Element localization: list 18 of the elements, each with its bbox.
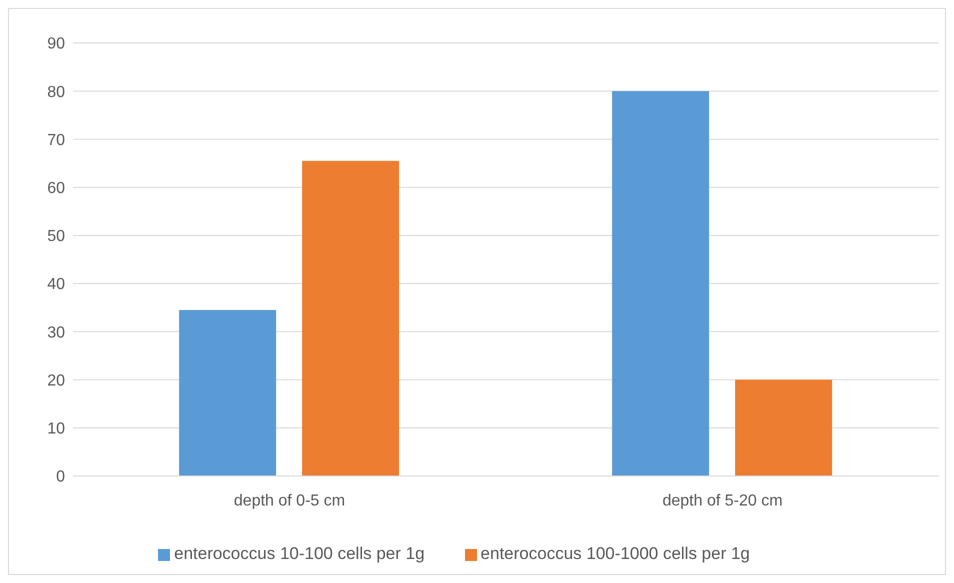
bar (179, 310, 276, 476)
x-tick-label: depth of 5-20 cm (662, 492, 783, 510)
bar (735, 380, 832, 476)
bar (612, 91, 710, 476)
y-tick-label: 20 (47, 372, 66, 390)
bar (302, 160, 400, 476)
legend-label: enterococcus 10-100 cells per 1g (174, 544, 425, 563)
y-tick-label: 10 (47, 420, 66, 438)
y-tick-label: 40 (47, 276, 66, 294)
y-tick-label: 0 (56, 468, 66, 486)
legend-label: enterococcus 100-1000 cells per 1g (480, 544, 750, 563)
y-tick-label: 90 (47, 36, 66, 53)
x-tick-label: depth of 0-5 cm (234, 492, 346, 510)
y-tick-label: 70 (47, 132, 66, 149)
y-tick-label: 30 (47, 324, 66, 342)
y-tick-label: 50 (47, 228, 66, 246)
y-tick-label: 60 (47, 180, 66, 198)
y-tick-label: 80 (47, 84, 66, 101)
